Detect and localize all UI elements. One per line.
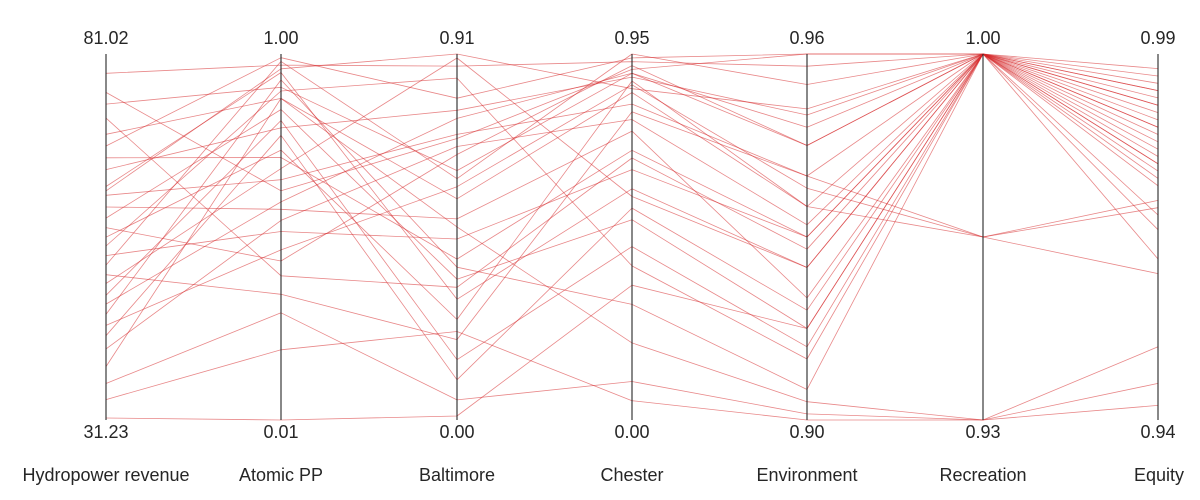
axis-min-label: 0.01	[263, 422, 298, 442]
axis-name-label: Equity	[1134, 465, 1184, 485]
axis-max-label: 81.02	[83, 28, 128, 48]
axes-layer: 81.02 31.23 Hydropower revenue 1.00 0.01 Atom…	[22, 28, 1184, 485]
axis-max-label: 0.91	[439, 28, 474, 48]
axis-max-label: 0.95	[614, 28, 649, 48]
axis-max-label: 1.00	[263, 28, 298, 48]
axis-name-label: Baltimore	[419, 465, 495, 485]
axis-min-label: 31.23	[83, 422, 128, 442]
axis-name-label: Environment	[756, 465, 857, 485]
axis-name-label: Chester	[600, 465, 663, 485]
axis-max-label: 0.96	[789, 28, 824, 48]
axis-min-label: 0.94	[1140, 422, 1175, 442]
axis-min-label: 0.00	[614, 422, 649, 442]
axis-name-label: Atomic PP	[239, 465, 323, 485]
axis-min-label: 0.93	[965, 422, 1000, 442]
axis-name-label: Hydropower revenue	[22, 465, 189, 485]
axis-name-label: Recreation	[939, 465, 1026, 485]
axis-max-label: 1.00	[965, 28, 1000, 48]
axis-min-label: 0.90	[789, 422, 824, 442]
axis-min-label: 0.00	[439, 422, 474, 442]
axis-max-label: 0.99	[1140, 28, 1175, 48]
